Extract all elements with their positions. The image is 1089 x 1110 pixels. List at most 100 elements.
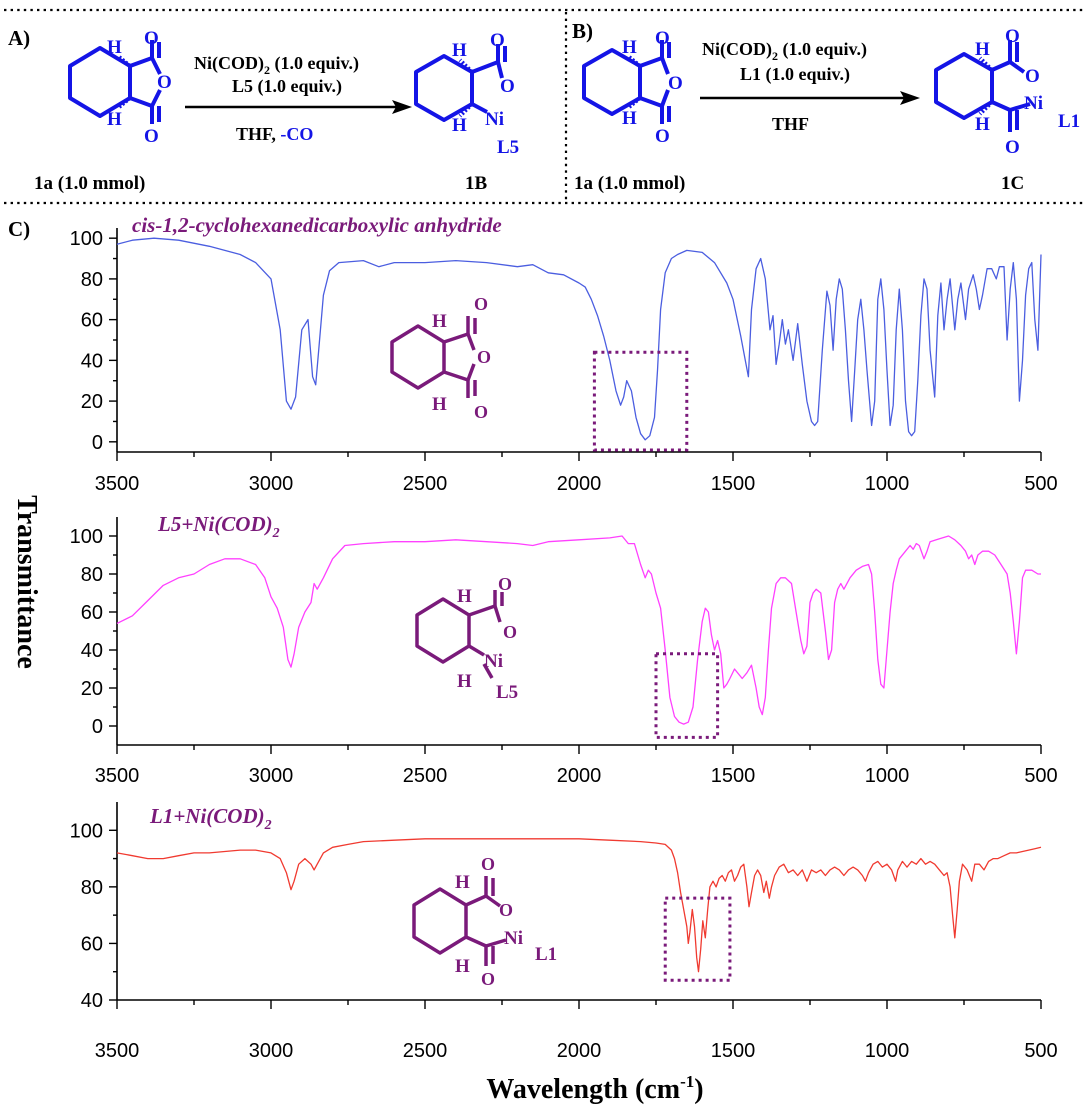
- panel-b-label: B): [572, 19, 593, 43]
- chart-2-molecule-h-bottom: H: [457, 671, 472, 692]
- x-tick-label: 2000: [557, 765, 602, 787]
- carbonyl-region-box: [663, 896, 732, 982]
- nickelacycle-1c-structure: [934, 40, 1031, 132]
- x-tick-label: 1000: [865, 473, 910, 495]
- reagent-b-ni-main: Ni(COD): [702, 39, 772, 60]
- chart-2-molecule-o-ring: O: [503, 622, 517, 642]
- chart-2: 3500 3000 2500 2000 1500 1000 500 0 20 40 60 80 100 L…: [70, 512, 1058, 787]
- x-tick-label: 2000: [557, 473, 602, 495]
- conditions-a: THF, -CO: [236, 124, 313, 144]
- reagent-a-ligand: L5 (1.0 equiv.): [232, 76, 342, 97]
- x-tick-label: 3000: [249, 473, 294, 495]
- chart-title: L1+Ni(COD)2: [149, 804, 272, 833]
- y-tick-label: 40: [81, 350, 103, 372]
- y-axis-title: Transmittance: [11, 495, 42, 669]
- y-tick-label: 80: [81, 877, 103, 899]
- anhydride-b-h-top: H: [622, 37, 637, 58]
- scheme-panel-b: B) H H O O O Ni(COD)2 (1.0 equiv.) L1 (1…: [572, 19, 1080, 194]
- panel-a-label: A): [8, 26, 30, 50]
- y-tick-label: 60: [81, 602, 103, 624]
- chart-1-molecule-o-top: O: [474, 294, 488, 314]
- chart-3-molecule-o-top: O: [481, 854, 495, 874]
- x-axis-title-main: Wavelength (cm: [486, 1074, 680, 1105]
- x-tick-label: 500: [1024, 765, 1057, 787]
- y-tick-label: 40: [81, 640, 103, 662]
- chart-1-molecule-h-top: H: [432, 311, 447, 332]
- scheme-panel-a: A) H H O O O Ni(COD)2 (1.0 equiv.) L5 (1…: [8, 26, 519, 194]
- y-tick-label: 100: [70, 228, 103, 250]
- anhydride-structure: [68, 40, 162, 124]
- start-label-a: 1a (1.0 mmol): [34, 173, 145, 194]
- reagent-b-ni-sub: 2: [772, 49, 778, 63]
- product-label-1c: 1C: [1001, 173, 1024, 194]
- x-tick-label: 3500: [95, 473, 140, 495]
- anhydride-h-top: H: [107, 37, 122, 58]
- x-tick-label: 3000: [249, 765, 294, 787]
- product-1c-h-top: H: [975, 39, 990, 60]
- start-label-b: 1a (1.0 mmol): [574, 173, 685, 194]
- x-tick-label: 2000: [557, 1040, 602, 1062]
- product-1b-h-bottom: H: [452, 115, 467, 136]
- chart-1-molecule: H H O O O: [390, 294, 491, 422]
- x-tick-label: 500: [1024, 473, 1057, 495]
- reagent-a-ni-main: Ni(COD): [194, 53, 264, 74]
- reagent-a-ni: Ni(COD)2 (1.0 equiv.): [194, 53, 359, 77]
- y-tick-label: 100: [70, 820, 103, 842]
- y-tick-label: 40: [81, 990, 103, 1012]
- x-tick-label: 1000: [865, 765, 910, 787]
- conditions-a-thf: THF,: [236, 124, 280, 144]
- conditions-b: THF: [772, 114, 809, 134]
- y-tick-label: 80: [81, 564, 103, 586]
- y-tick-label: 0: [92, 432, 103, 454]
- reagent-b-ni: Ni(COD)2 (1.0 equiv.): [702, 39, 867, 63]
- product-1b-ni: Ni: [485, 109, 504, 130]
- chart-title: cis-1,2-cyclohexanedicarboxylic anhydrid…: [132, 213, 502, 237]
- reagent-a-ni-tail: (1.0 equiv.): [270, 53, 359, 74]
- x-tick-label: 500: [1024, 1040, 1057, 1062]
- nickelacycle-1b-structure: [414, 44, 507, 122]
- spectrum-line: [116, 535, 1041, 725]
- carbonyl-region-box: [654, 652, 720, 739]
- chart-3-molecule-ni: Ni: [504, 928, 523, 949]
- x-tick-label: 3500: [95, 1040, 140, 1062]
- product-1c-o-bottom: O: [1005, 137, 1020, 158]
- x-tick-label: 2500: [403, 473, 448, 495]
- x-axis-title-close: ): [694, 1074, 703, 1105]
- chart-title-sub: 2: [264, 818, 272, 833]
- x-tick-label: 1000: [865, 1040, 910, 1062]
- x-tick-label: 2500: [403, 1040, 448, 1062]
- x-tick-label: 2500: [403, 765, 448, 787]
- chart-1: 3500 3000 2500 2000 1500 1000 500 0 20 40 60 80 100 c…: [70, 213, 1058, 495]
- y-tick-label: 80: [81, 269, 103, 291]
- chart-3-molecule-o-ring: O: [499, 900, 513, 920]
- chart-1-molecule-o-ring: O: [477, 347, 491, 367]
- x-tick-label: 1500: [711, 765, 756, 787]
- chart-2-molecule-ni: Ni: [484, 651, 503, 672]
- product-1b-o-ring: O: [500, 76, 515, 97]
- chart-2-molecule-o-top: O: [498, 574, 512, 594]
- anhydride-h-bottom: H: [107, 109, 122, 130]
- scheme-frame: [4, 8, 1085, 205]
- anhydride-b-h-bottom: H: [622, 108, 637, 129]
- anhydride-b-o-bottom: O: [655, 126, 670, 147]
- reagent-b-ni-tail: (1.0 equiv.): [778, 39, 867, 60]
- reaction-arrow-a: [185, 100, 412, 114]
- spectrum-line: [116, 838, 1042, 973]
- anhydride-b-o-top: O: [655, 28, 670, 49]
- reagent-b-ligand: L1 (1.0 equiv.): [740, 64, 850, 85]
- spectrum-line: [116, 237, 1042, 441]
- product-1c-ni: Ni: [1024, 93, 1043, 114]
- anhydride-o-ring: O: [157, 72, 172, 93]
- x-axis-title-sup: -1: [680, 1072, 694, 1091]
- y-tick-label: 100: [70, 526, 103, 548]
- product-1c-o-ring: O: [1025, 66, 1040, 87]
- product-label-1b: 1B: [465, 173, 488, 194]
- chart-title-sub: 2: [272, 526, 280, 541]
- product-1c-l1: L1: [1058, 111, 1080, 132]
- chart-3-molecule: H H O O Ni L1 O: [412, 854, 557, 989]
- y-tick-label: 60: [81, 310, 103, 332]
- x-tick-label: 3000: [249, 1040, 294, 1062]
- product-1c-o-top: O: [1005, 26, 1020, 47]
- x-tick-label: 1500: [711, 473, 756, 495]
